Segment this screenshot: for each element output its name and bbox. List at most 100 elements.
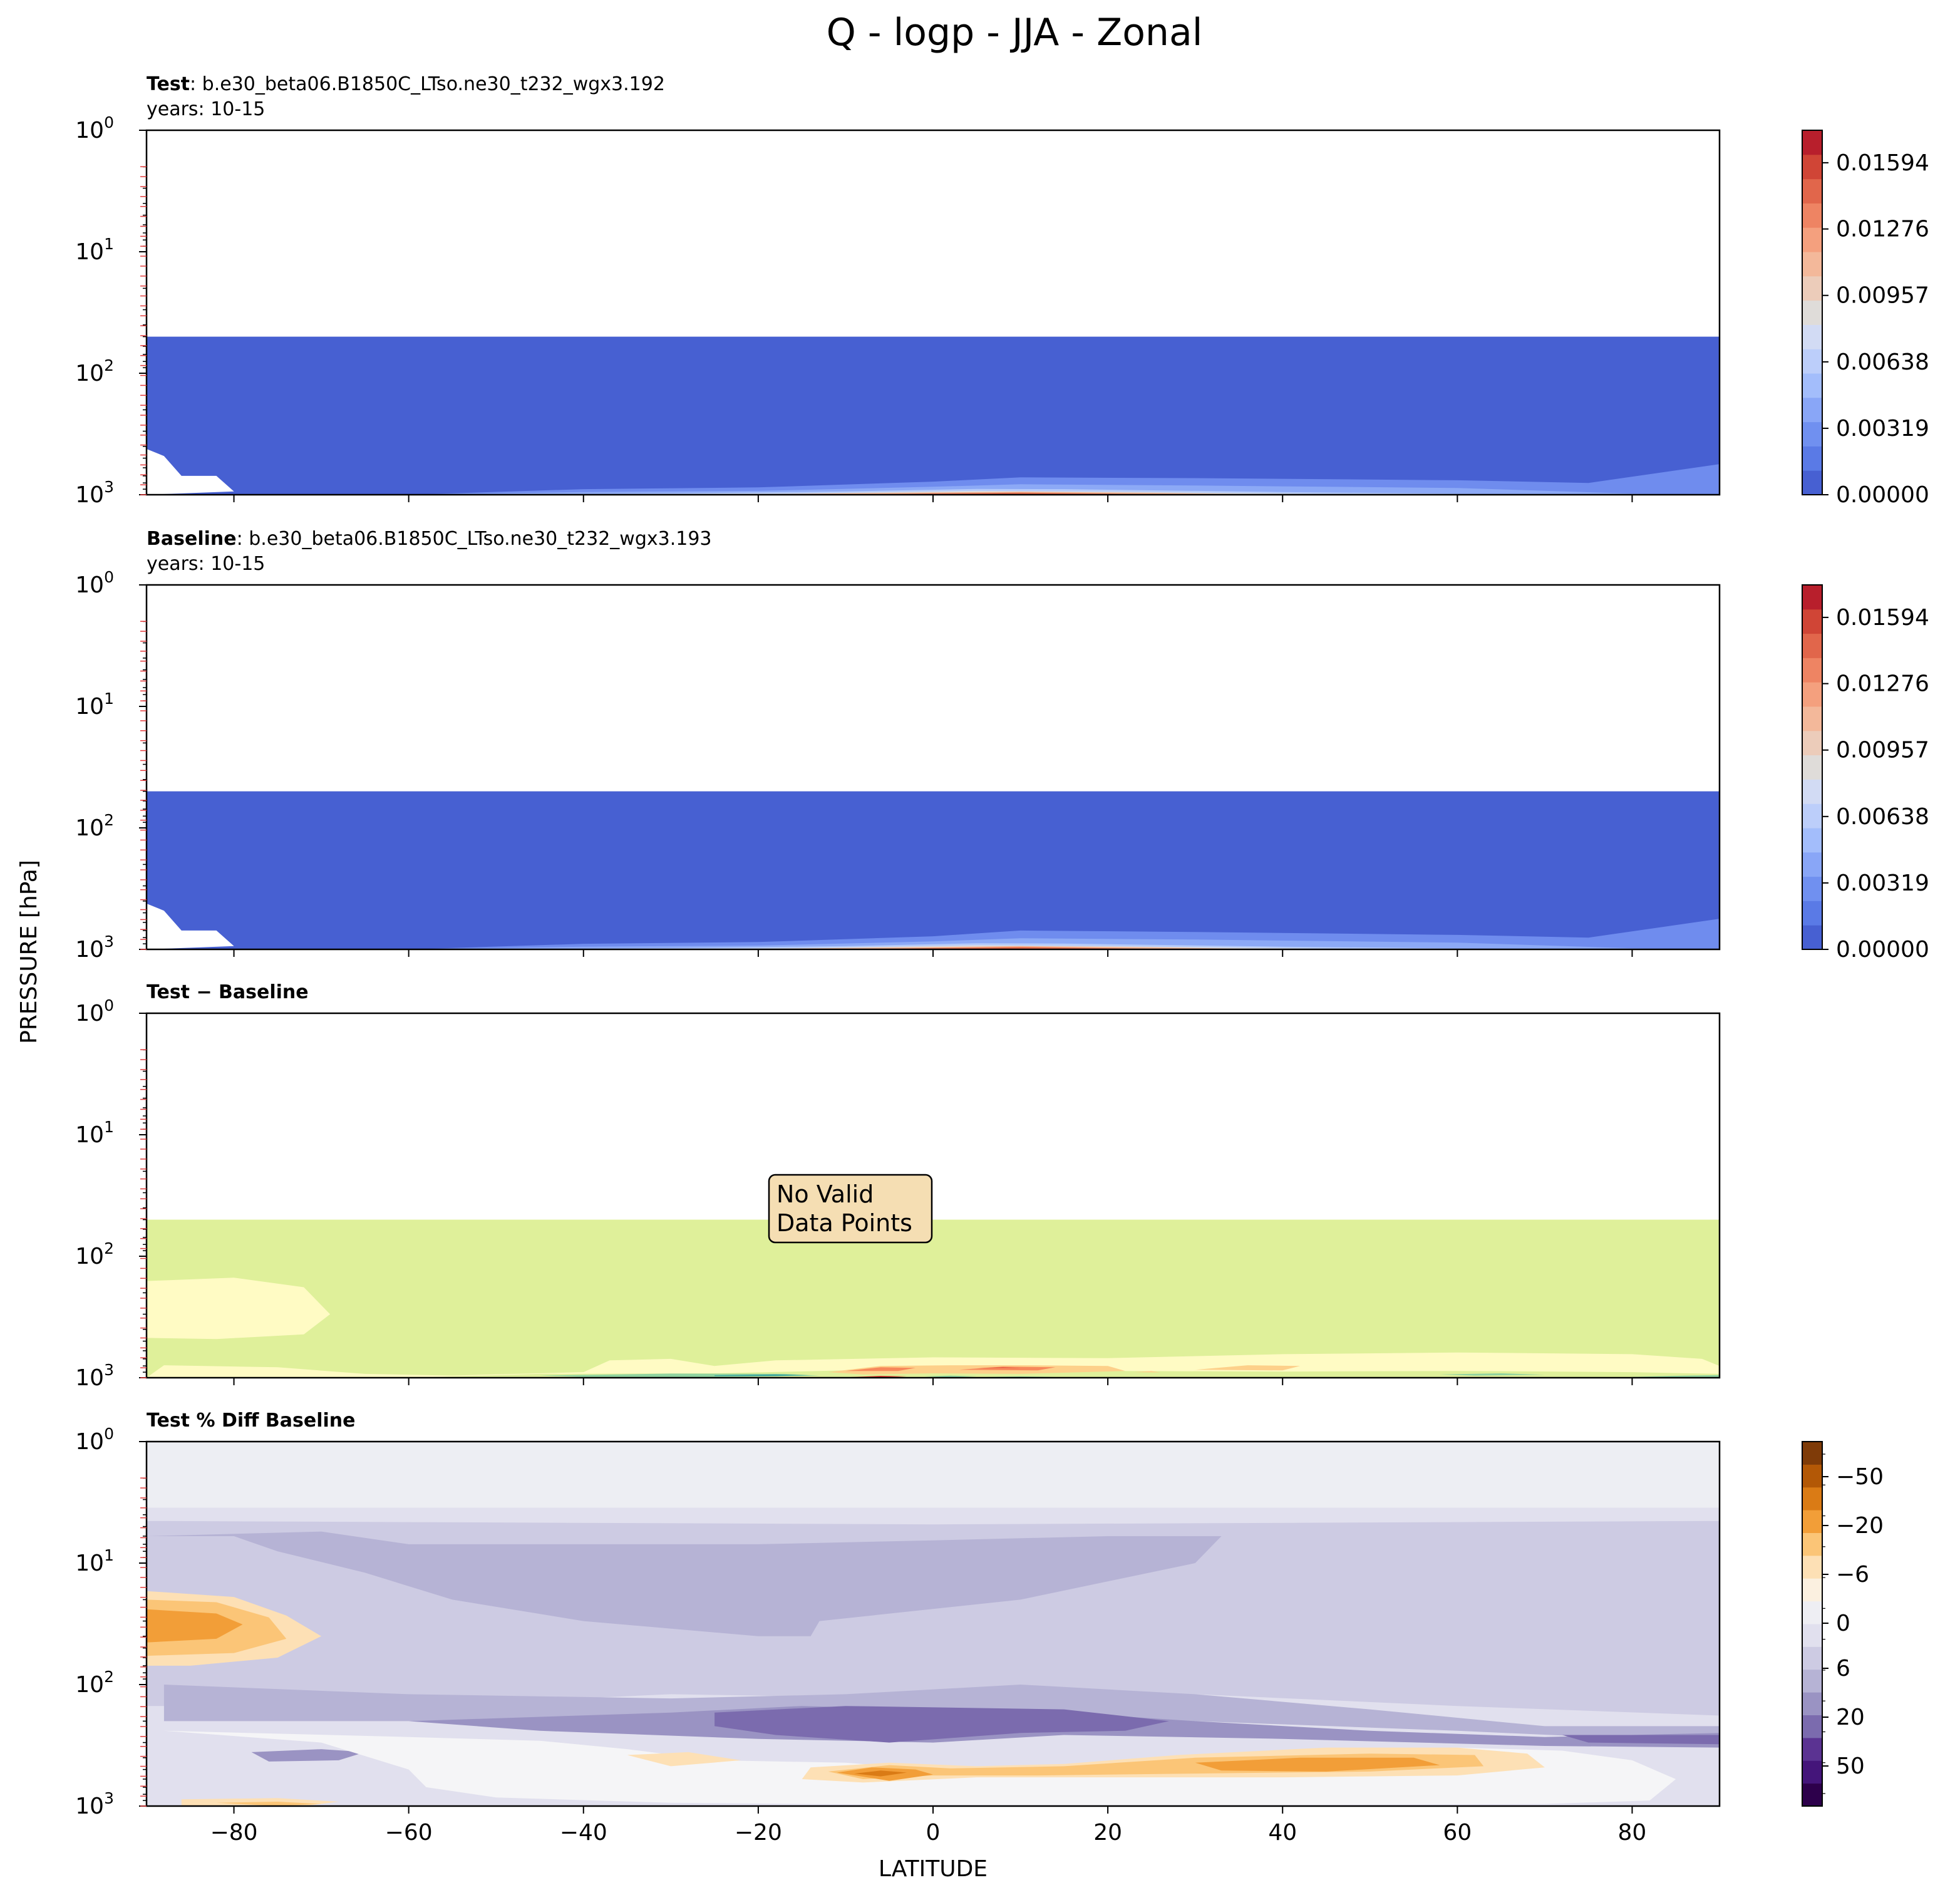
colorbar-tick-label: 0.01594 — [1836, 605, 1929, 631]
panel-title-case: : b.e30_beta06.B1850C_LTso.ne30_t232_wgx… — [190, 73, 665, 95]
contour-region — [714, 1706, 1169, 1743]
x-tick-label: −20 — [735, 1820, 782, 1846]
y-tick-label: 101 — [75, 689, 114, 720]
panel-subtitle: years: 10-15 — [147, 98, 265, 120]
colorbar-segment — [1802, 1692, 1822, 1715]
y-tick-label: 103 — [75, 478, 114, 508]
colorbar-segment — [1802, 154, 1822, 180]
x-axis-label: LATITUDE — [879, 1856, 988, 1882]
panel-title-bold: Baseline — [147, 528, 237, 550]
contour-base-fill — [147, 336, 1720, 495]
colorbar-segment — [1802, 1578, 1822, 1602]
colorbar-segment — [1802, 1715, 1822, 1738]
colorbar-segment — [1802, 803, 1822, 829]
colorbar-tick-label: 0.00638 — [1836, 349, 1929, 375]
colorbar-segment — [1802, 203, 1822, 228]
contour-region — [1195, 1365, 1301, 1371]
colorbar: 50 20 6 0 −6 −20 −50 — [1802, 1441, 1884, 1807]
colorbar-segment — [1802, 1646, 1822, 1670]
x-tick-label: 80 — [1618, 1820, 1647, 1846]
colorbar-segment — [1802, 706, 1822, 731]
colorbar-tick-label: −20 — [1836, 1513, 1884, 1539]
contour-region — [147, 1609, 243, 1643]
colorbar-segment — [1802, 1624, 1822, 1647]
no-data-annotation-line: Data Points — [776, 1209, 912, 1237]
colorbar-segment — [1802, 1737, 1822, 1761]
colorbar-frame — [1802, 584, 1823, 950]
colorbar-segment — [1802, 1442, 1822, 1465]
contour-band — [147, 492, 1720, 495]
x-tick-label: −40 — [560, 1820, 607, 1846]
colorbar-tick-label: 50 — [1836, 1753, 1865, 1779]
colorbar-segment — [1802, 1464, 1822, 1488]
panel-title-bold: Test − Baseline — [147, 981, 309, 1003]
colorbar-tick-label: 0.00638 — [1836, 804, 1929, 830]
contour-region — [1134, 1371, 1160, 1373]
panel-title-case: : b.e30_beta06.B1850C_LTso.ne30_t232_wgx… — [237, 528, 712, 550]
colorbar-segment — [1802, 470, 1822, 495]
colorbar-segment — [1802, 130, 1822, 155]
contour-region — [1195, 1757, 1440, 1772]
colorbar-tick-label: 6 — [1836, 1656, 1850, 1681]
x-tick-label: −80 — [210, 1820, 258, 1846]
panel-title: Baseline: b.e30_beta06.B1850C_LTso.ne30_… — [147, 528, 712, 550]
y-tick-label: 102 — [75, 1668, 114, 1698]
colorbar-segment — [1802, 300, 1822, 325]
panel-subtitle: years: 10-15 — [147, 553, 265, 575]
colorbar-segment — [1802, 1760, 1822, 1784]
y-tick-exponent: 0 — [104, 113, 114, 132]
panel-title: Test − Baseline — [147, 981, 309, 1003]
colorbar-segment — [1802, 730, 1822, 756]
y-tick-exponent: 1 — [104, 1546, 114, 1564]
panel-title: Test: b.e30_beta06.B1850C_LTso.ne30_t232… — [147, 73, 665, 95]
contour-base-fill — [147, 1219, 1720, 1378]
colorbar-segment — [1802, 852, 1822, 877]
colorbar-segment — [1802, 1601, 1822, 1624]
contour-field — [147, 336, 1720, 495]
y-tick-exponent: 3 — [104, 1361, 114, 1379]
colorbar-segment — [1802, 585, 1822, 610]
colorbar-segment — [1802, 1555, 1822, 1579]
y-tick-label: 101 — [75, 235, 114, 265]
colorbar-tick-label: 0.00000 — [1836, 482, 1929, 508]
contour-region — [163, 1730, 1676, 1805]
contour-field — [147, 791, 1720, 949]
y-tick-exponent: 2 — [104, 1239, 114, 1257]
contour-region — [147, 1531, 1222, 1636]
colorbar-segment — [1802, 276, 1822, 301]
colorbar-tick-label: 0.00957 — [1836, 738, 1929, 763]
y-tick-exponent: 3 — [104, 478, 114, 496]
y-tick-label: 102 — [75, 811, 114, 841]
colorbar-tick-label: 20 — [1836, 1705, 1865, 1730]
colorbar-segment — [1802, 828, 1822, 853]
contour-field — [147, 1219, 1720, 1378]
colorbar-tick-label: −6 — [1836, 1562, 1869, 1588]
colorbar-tick-label: 0.00957 — [1836, 283, 1929, 309]
contour-region — [1440, 1373, 1545, 1376]
no-data-annotation-line: No Valid — [776, 1180, 874, 1208]
contour-region — [216, 1802, 322, 1806]
colorbar-segment — [1802, 682, 1822, 707]
colorbar: 0.00000 0.00319 0.00638 0.00957 0.01276 0.015… — [1802, 584, 1929, 963]
colorbar-segment — [1802, 1669, 1822, 1693]
colorbar-segment — [1802, 1783, 1822, 1807]
colorbar-segment — [1802, 876, 1822, 901]
y-tick-exponent: 0 — [104, 1425, 114, 1443]
y-tick-label: 101 — [75, 1546, 114, 1576]
colorbar-segment — [1802, 1532, 1822, 1556]
colorbar-segment — [1802, 178, 1822, 204]
y-tick-exponent: 2 — [104, 356, 114, 374]
colorbar-frame — [1802, 130, 1823, 495]
y-tick-label: 103 — [75, 1361, 114, 1391]
y-tick-exponent: 1 — [104, 235, 114, 253]
contour-region — [1562, 1735, 1720, 1745]
contour-region — [854, 1770, 907, 1777]
colorbar-tick-label: 0.01594 — [1836, 150, 1929, 176]
contour-region — [540, 1373, 820, 1378]
colorbar-segment — [1802, 397, 1822, 423]
y-tick-exponent: 3 — [104, 1789, 114, 1807]
colorbar-segment — [1802, 446, 1822, 471]
